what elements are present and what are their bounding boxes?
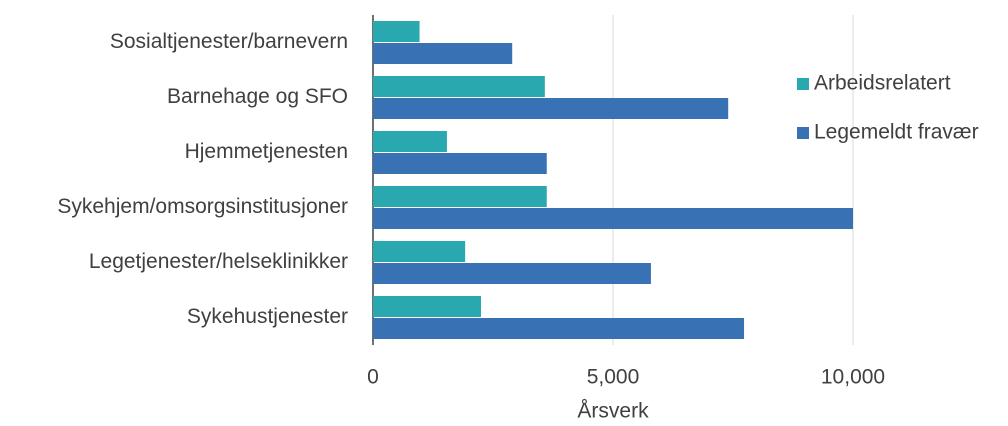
bar [373,186,547,207]
y-tick-label: Legetjenester/helseklinikker [89,250,348,273]
legend-swatch [797,78,809,90]
bar [373,241,466,262]
y-tick-label: Sykehustjenester [187,305,348,328]
x-tick-label: 0 [367,366,379,389]
y-tick-label: Barnehage og SFO [167,85,348,108]
bar [373,21,420,42]
bar [373,131,447,152]
y-tick-label: Hjemmetjenesten [185,140,348,163]
legend-swatch [797,127,809,139]
bar [373,43,513,64]
legend-label: Legemeldt fravær [814,121,979,144]
bar [373,208,853,229]
x-tick-label: 10,000 [821,366,885,389]
x-axis-label: Årsverk [577,400,649,423]
bar [373,98,729,119]
bar [373,263,651,284]
x-tick-label: 5,000 [587,366,640,389]
bar [373,318,745,339]
y-tick-label: Sosialtjenester/barnevern [110,30,348,53]
bar [373,153,547,174]
bar [373,76,545,97]
legend-label: Arbeidsrelatert [814,72,951,95]
y-tick-label: Sykehjem/omsorgsinstitusjoner [57,195,348,218]
bar [373,296,481,317]
